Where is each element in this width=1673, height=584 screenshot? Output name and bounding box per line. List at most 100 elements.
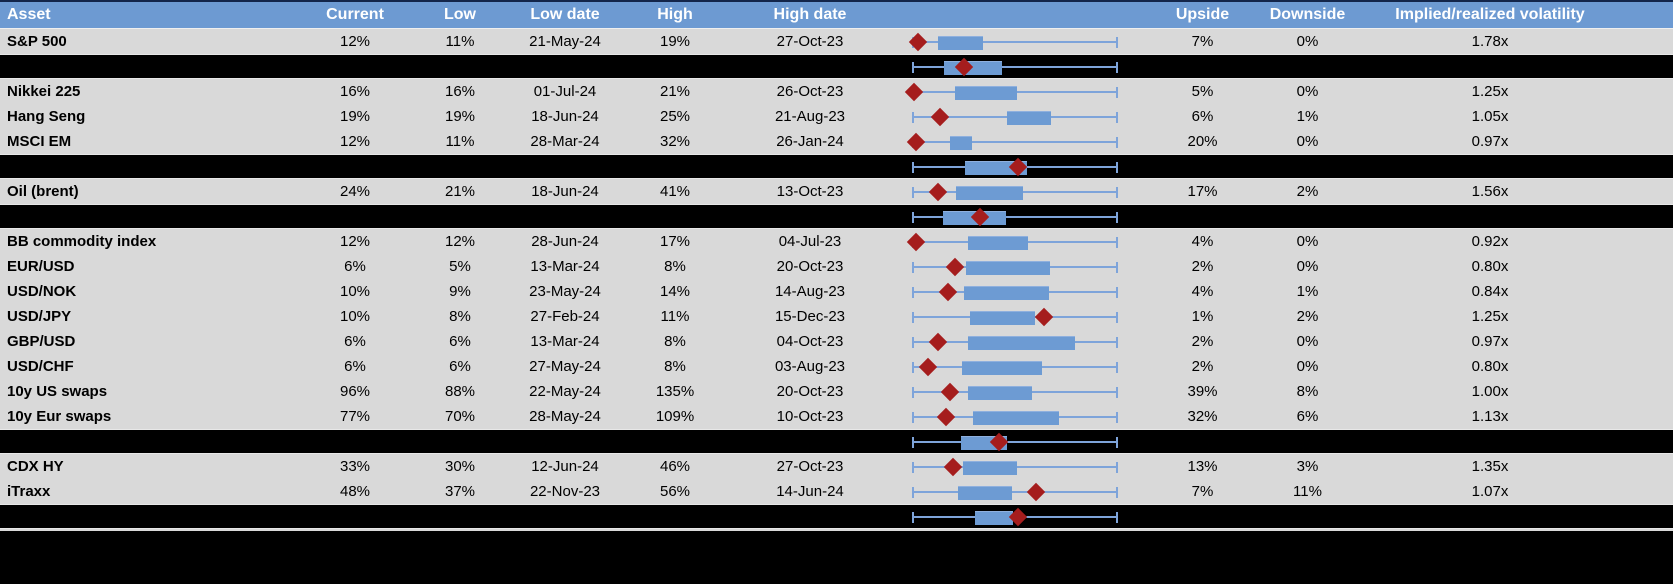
range-chart-cell	[890, 229, 1150, 254]
whisker-cap-right	[1116, 261, 1118, 273]
top-border	[0, 0, 1673, 2]
whisker-cap-right	[1116, 336, 1118, 348]
high-date: 20-Oct-23	[776, 383, 844, 400]
column-header-high-date: High date	[773, 6, 847, 23]
low-date: 18-Jun-24	[531, 108, 599, 125]
table-row: 10y US swaps 96% 88% 22-May-24 135% 20-O…	[0, 379, 1673, 404]
asset-name: BB commodity index	[7, 233, 157, 250]
column-header-low-date: Low date	[530, 6, 600, 23]
high-value: 11%	[660, 308, 690, 325]
boxplot	[906, 129, 1118, 154]
range-chart-cell	[890, 79, 1150, 104]
iqr-box	[972, 410, 1060, 425]
low-date: 28-May-24	[529, 408, 601, 425]
asset-name: GBP/USD	[7, 333, 76, 350]
whisker-cap-right	[1116, 136, 1118, 148]
column-header-low: Low	[444, 6, 476, 23]
asset-name: EUR/USD	[7, 258, 75, 275]
column-header-chart-blank	[890, 2, 1150, 28]
table-body: S&P 500 12% 11% 21-May-24 19% 27-Oct-23 …	[0, 29, 1673, 529]
whisker-cap-right	[1116, 186, 1118, 198]
upside-value: 1%	[1191, 308, 1214, 325]
high-date: 04-Oct-23	[776, 333, 844, 350]
range-chart-cell	[890, 279, 1150, 304]
range-chart-cell	[890, 505, 1150, 528]
iqr-box	[968, 335, 1075, 350]
table-row: EUR/USD 6% 5% 13-Mar-24 8% 20-Oct-23 2% …	[0, 254, 1673, 279]
range-chart-cell	[890, 205, 1150, 228]
current-value: 33%	[339, 458, 371, 475]
iqr-box	[961, 360, 1042, 375]
low-value: 5%	[449, 258, 471, 275]
current-value: 10%	[339, 283, 371, 300]
table-row: GBP/USD 6% 6% 13-Mar-24 8% 04-Oct-23 2% …	[0, 329, 1673, 354]
high-date: 26-Jan-24	[776, 133, 844, 150]
whisker-cap-left	[912, 486, 914, 498]
low-value: 70%	[444, 408, 476, 425]
whisker-cap-left	[912, 386, 914, 398]
upside-value: 6%	[1191, 108, 1214, 125]
low-date: 13-Mar-24	[530, 333, 600, 350]
low-value: 37%	[444, 483, 476, 500]
iqr-box	[958, 485, 1012, 500]
current-marker-diamond	[928, 182, 948, 201]
implied-realized-volatility-value: 0.84x	[1471, 283, 1509, 300]
upside-value: 4%	[1191, 233, 1214, 250]
range-chart-cell	[890, 104, 1150, 129]
column-header-current: Current	[326, 6, 384, 23]
table-row: 10y Eur swaps 77% 70% 28-May-24 109% 10-…	[0, 404, 1673, 429]
whisker-cap-right	[1116, 311, 1118, 323]
current-value: 12%	[339, 133, 371, 150]
downside-value: 8%	[1296, 383, 1319, 400]
range-chart-cell	[890, 430, 1150, 453]
current-value: 16%	[339, 83, 371, 100]
current-marker-diamond	[1034, 307, 1054, 326]
low-date: 12-Jun-24	[531, 458, 599, 475]
asset-name: USD/JPY	[7, 308, 72, 325]
downside-value: 11%	[1293, 483, 1322, 500]
whisker-cap-left	[912, 461, 914, 473]
high-value: 56%	[659, 483, 691, 500]
downside-value: 0%	[1296, 358, 1319, 375]
boxplot	[912, 205, 1118, 228]
iqr-box	[962, 460, 1018, 475]
asset-name: 10y US swaps	[7, 383, 108, 400]
iqr-box	[964, 285, 1050, 300]
table-row: MSCI EM 12% 11% 28-Mar-24 32% 26-Jan-24 …	[0, 129, 1673, 154]
current-marker-diamond	[928, 332, 948, 351]
low-value: 11%	[445, 33, 475, 50]
boxplot	[904, 79, 1118, 104]
downside-value: 0%	[1296, 258, 1319, 275]
downside-value: 0%	[1296, 83, 1319, 100]
implied-realized-volatility-value: 1.00x	[1471, 383, 1509, 400]
implied-realized-volatility-value: 0.97x	[1471, 133, 1509, 150]
current-marker-diamond	[908, 32, 928, 51]
low-value: 19%	[444, 108, 476, 125]
high-value: 135%	[655, 383, 695, 400]
whisker-cap-right	[1116, 111, 1118, 123]
downside-value: 0%	[1296, 33, 1319, 50]
low-date: 23-May-24	[529, 283, 601, 300]
current-marker-diamond	[940, 382, 960, 401]
high-date: 03-Aug-23	[774, 358, 846, 375]
low-date: 22-Nov-23	[529, 483, 601, 500]
separator-row	[0, 154, 1673, 179]
iqr-box	[944, 60, 1002, 75]
range-chart-cell	[890, 404, 1150, 429]
footer-band	[0, 531, 1673, 584]
low-value: 8%	[449, 308, 471, 325]
whisker-cap-left	[912, 186, 914, 198]
low-value: 88%	[444, 383, 476, 400]
current-value: 19%	[339, 108, 371, 125]
low-value: 6%	[449, 333, 471, 350]
whisker-line	[913, 65, 1117, 68]
boxplot	[908, 29, 1118, 54]
high-date: 21-Aug-23	[774, 108, 846, 125]
downside-value: 2%	[1296, 308, 1319, 325]
table-row: iTraxx 48% 37% 22-Nov-23 56% 14-Jun-24 7…	[0, 479, 1673, 504]
asset-name: USD/NOK	[7, 283, 77, 300]
high-date: 13-Oct-23	[776, 183, 844, 200]
high-value: 8%	[664, 333, 686, 350]
column-header-upside: Upside	[1175, 6, 1230, 23]
